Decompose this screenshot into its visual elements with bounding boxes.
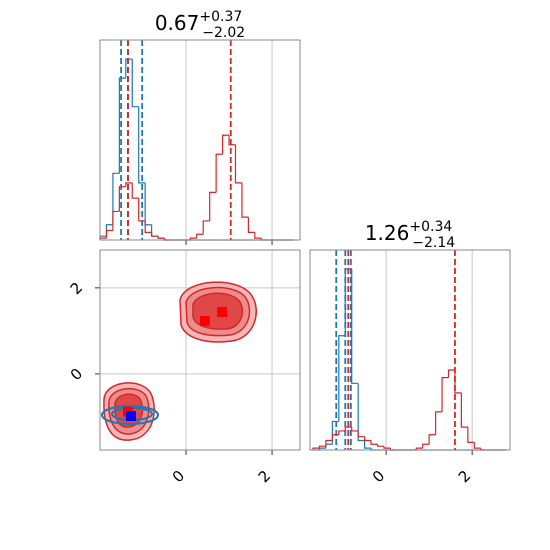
histogram-step (428, 434, 436, 445)
histogram-step (325, 439, 333, 447)
histogram-step (364, 440, 372, 449)
histogram-step (125, 58, 133, 79)
histogram-step (234, 144, 242, 184)
histogram-step (254, 232, 262, 239)
panel-title: 1.26+0.34 −2.14 (365, 219, 455, 251)
histogram-step (118, 186, 126, 212)
histogram-step (215, 153, 223, 193)
histogram-step (357, 383, 365, 442)
marker (125, 411, 136, 422)
histogram-step (447, 369, 455, 378)
histogram-step (241, 182, 249, 218)
histogram-step (144, 220, 152, 233)
histogram-step (221, 134, 230, 155)
histogram-step (138, 198, 146, 222)
histogram-step (422, 443, 430, 449)
histogram-step (138, 106, 146, 184)
histogram-step (131, 182, 139, 199)
histogram-step (112, 210, 120, 231)
histogram-step (331, 434, 339, 441)
histogram-step (364, 436, 372, 442)
histogram-step (202, 220, 210, 235)
histogram-step (228, 135, 236, 146)
marker (199, 315, 210, 326)
axes-frame (309, 249, 511, 451)
histogram-step (351, 427, 359, 432)
histogram-step (434, 411, 443, 435)
histogram-step (338, 335, 346, 422)
histogram-step (189, 237, 197, 240)
histogram-step (131, 59, 139, 108)
histogram-step (460, 392, 468, 428)
histogram-step (370, 440, 378, 445)
histogram-step (312, 447, 320, 450)
histogram-step (415, 447, 423, 450)
contour (101, 405, 159, 425)
histogram-step (157, 236, 165, 239)
histogram-step (112, 172, 120, 225)
histogram-step (376, 444, 384, 447)
histogram-step (357, 430, 365, 438)
histogram-step (383, 446, 391, 449)
histogram-step (338, 430, 346, 435)
histogram-step (318, 445, 326, 449)
panel-title: 0.67+0.37 −2.02 (155, 9, 245, 41)
axes-frame (99, 39, 301, 241)
histogram-step (209, 191, 217, 221)
histogram-step (125, 182, 133, 187)
axes-frame (99, 249, 301, 451)
marker (217, 306, 228, 317)
histogram-step (105, 229, 113, 239)
histogram-step (196, 233, 204, 239)
histogram-step (151, 232, 159, 237)
histogram-step (441, 377, 449, 412)
histogram-step (118, 77, 126, 174)
histogram-step (344, 426, 352, 431)
histogram-step (473, 442, 481, 449)
histogram-step (247, 217, 255, 233)
histogram-step (467, 427, 475, 443)
